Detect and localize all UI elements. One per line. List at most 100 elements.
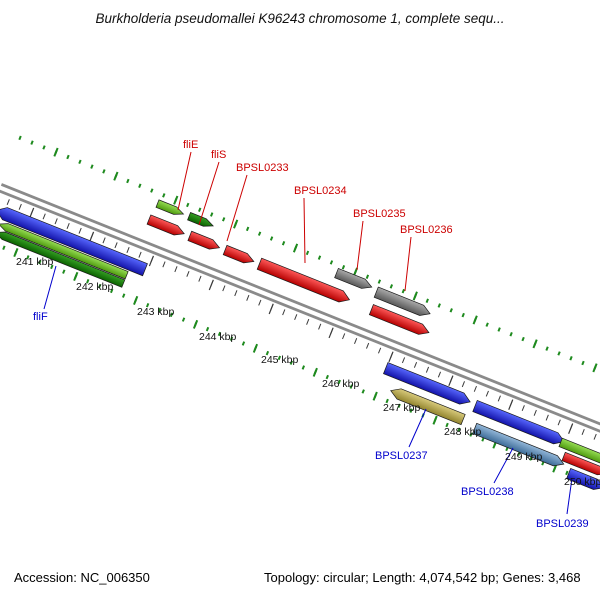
genome-track (0, 135, 600, 490)
kbp-minor-tick (222, 285, 226, 292)
sequence-title: Burkholderia pseudomallei K96243 chromos… (95, 11, 505, 26)
ruler-major-dot (133, 295, 139, 305)
gene-BPSL0233[interactable] (222, 244, 255, 266)
ruler-major-dot (372, 391, 378, 401)
kbp-minor-tick (174, 266, 178, 273)
ruler-label-243-kbp: 243 kbp (137, 306, 175, 318)
ruler-label-247-kbp: 247 kbp (383, 402, 421, 414)
kbp-minor-tick (425, 366, 430, 373)
ruler-dot (461, 312, 465, 318)
ruler-dot (241, 341, 246, 346)
gene-label-fliS[interactable]: fliS (211, 149, 227, 161)
kbp-minor-tick (186, 270, 190, 277)
kbp-minor-tick (258, 299, 262, 306)
gene-label-BPSL0234[interactable]: BPSL0234 (294, 185, 347, 197)
gene-BPSL0235[interactable] (334, 267, 374, 291)
ruler-dot (98, 283, 102, 289)
gene-label-fliE[interactable]: fliE (183, 139, 199, 151)
ruler-dot (221, 217, 226, 222)
ruler-dot (269, 236, 274, 241)
ruler-dot (497, 327, 501, 332)
ruler-dot (301, 365, 306, 370)
kbp-minor-tick (246, 294, 250, 301)
ruler-major-dot (292, 243, 299, 253)
gene-label-BPSL0236[interactable]: BPSL0236 (400, 224, 453, 236)
ruler-major-dot (113, 171, 119, 181)
gene-red-mid[interactable] (368, 304, 431, 338)
ruler-dot (341, 264, 346, 270)
ruler-dot (401, 288, 406, 294)
kbp-major-tick (148, 255, 155, 267)
ruler-dot (86, 279, 90, 284)
backbone-line-top (0, 183, 600, 446)
ruler-dot (389, 284, 394, 289)
gene-BPSL0239[interactable] (566, 468, 600, 492)
gene-green-right[interactable] (558, 437, 600, 467)
gene-label-BPSL0239[interactable]: BPSL0239 (536, 518, 589, 530)
ruler-dot (569, 356, 573, 361)
ruler-major-dot (592, 363, 598, 373)
gene-BPSL0238[interactable] (472, 422, 566, 469)
ruler-major-dot (432, 415, 438, 425)
kbp-minor-tick (6, 199, 10, 206)
kbp-minor-tick (473, 385, 477, 392)
ruler-major-dot (472, 315, 478, 325)
gene-label-fliF[interactable]: fliF (33, 311, 48, 323)
kbp-minor-tick (593, 433, 597, 440)
kbp-minor-tick (545, 414, 549, 421)
kbp-minor-tick (521, 405, 525, 412)
ruler-dot (205, 326, 210, 332)
gene-label-BPSL0235[interactable]: BPSL0235 (353, 208, 406, 220)
ruler-dot (557, 351, 561, 356)
ruler-dot (509, 332, 513, 337)
ruler-dot (329, 260, 334, 265)
ruler-dot (26, 255, 30, 260)
ruler-dot (30, 140, 34, 145)
kbp-minor-tick (377, 347, 382, 354)
ruler-dot (181, 317, 186, 322)
gene-fliE[interactable] (146, 214, 186, 238)
gene-blue-right-2[interactable] (472, 399, 567, 447)
ruler-dot (229, 336, 234, 341)
ruler-dot (377, 279, 382, 284)
ruler-dot (145, 302, 150, 308)
ruler-label-241-kbp: 241 kbp (16, 256, 54, 268)
ruler-dot (337, 379, 341, 385)
kbp-minor-tick (342, 333, 346, 340)
ruler-label-245-kbp: 245 kbp (261, 354, 299, 366)
accession-text: Accession: NC_006350 (14, 570, 150, 585)
gene-blue-right-1[interactable] (383, 362, 472, 408)
gene-label-BPSL0233[interactable]: BPSL0233 (236, 162, 289, 174)
gene-fliS[interactable] (187, 230, 221, 252)
kbp-minor-tick (162, 261, 166, 268)
kbp-minor-tick (318, 323, 322, 330)
gene-label-BPSL0238[interactable]: BPSL0238 (461, 486, 514, 498)
ruler-dot (157, 307, 162, 313)
gene-BPSL0234[interactable] (256, 257, 352, 305)
ruler-dot (361, 389, 365, 394)
kbp-minor-tick (138, 251, 142, 258)
kbp-minor-tick (306, 318, 310, 325)
kbp-major-tick (328, 327, 334, 339)
kbp-major-tick (508, 399, 514, 411)
gene-green-small-1[interactable] (155, 199, 185, 218)
genome-track-canvas (0, 135, 600, 492)
gene-label-BPSL0237[interactable]: BPSL0237 (375, 450, 428, 462)
kbp-minor-tick (557, 419, 561, 426)
ruler-dot (150, 188, 154, 193)
gene-blue-left[interactable] (0, 204, 148, 277)
kbp-minor-tick (66, 223, 70, 229)
gene-BPSL0236[interactable] (373, 286, 432, 319)
gene-BPSL0237[interactable] (389, 385, 466, 426)
gene-fliF[interactable] (0, 229, 126, 288)
ruler-dot (78, 159, 82, 165)
kbp-major-tick (268, 303, 274, 315)
gene-green-light-left[interactable] (0, 220, 129, 280)
kbp-minor-tick (533, 409, 537, 416)
ruler-dot (325, 374, 329, 380)
ruler-dot (521, 336, 525, 342)
ruler-dot (162, 193, 166, 198)
ruler-major-dot (252, 343, 259, 353)
ruler-dot (457, 427, 461, 432)
gene-red-right[interactable] (561, 451, 600, 478)
